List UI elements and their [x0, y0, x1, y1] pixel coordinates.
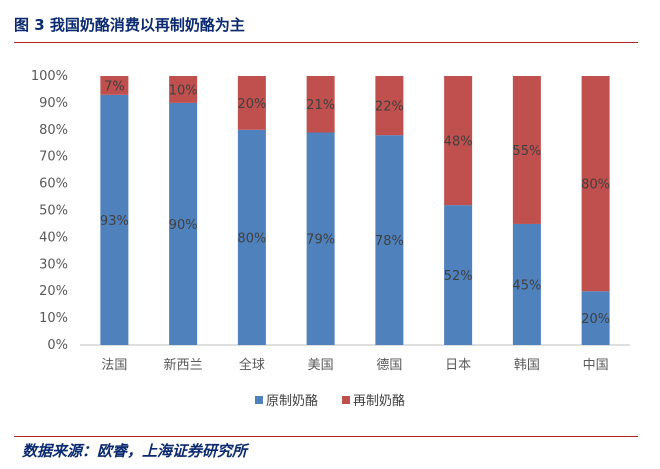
x-tick-label: 日本: [445, 358, 471, 373]
data-label-processed: 22%: [375, 100, 404, 115]
bar-original: [237, 129, 266, 345]
bar-original: [512, 223, 541, 345]
source-rule: [14, 436, 638, 437]
bar-processed: [512, 76, 541, 224]
y-tick-label: 0%: [47, 338, 68, 353]
x-tick-label: 中国: [583, 358, 609, 373]
x-tick-label: 韩国: [514, 358, 540, 373]
legend-swatch: [342, 396, 350, 404]
data-label-processed: 20%: [237, 97, 266, 112]
legend-swatch: [255, 396, 263, 404]
data-label-original: 78%: [375, 234, 404, 249]
bar-processed: [169, 76, 198, 103]
data-label-original: 20%: [581, 312, 610, 327]
y-tick-label: 100%: [31, 69, 68, 84]
figure-title: 图 3 我国奶酪消费以再制奶酪为主: [14, 16, 245, 34]
x-tick-label: 全球: [239, 357, 265, 373]
data-label-processed: 55%: [512, 144, 541, 159]
data-label-processed: 80%: [581, 178, 610, 193]
y-tick-label: 80%: [39, 123, 68, 138]
data-label-original: 90%: [169, 218, 198, 233]
bar-original: [306, 132, 335, 345]
bar-processed: [306, 76, 335, 133]
data-label-original: 79%: [306, 233, 335, 248]
y-tick-label: 10%: [39, 311, 68, 326]
bar-original: [581, 291, 610, 345]
data-label-original: 45%: [512, 278, 541, 293]
data-label-processed: 10%: [169, 83, 198, 98]
y-tick-label: 90%: [39, 96, 68, 111]
bar-original: [169, 102, 198, 346]
y-tick-label: 50%: [39, 204, 68, 219]
data-label-original: 80%: [237, 231, 266, 246]
y-tick-label: 70%: [39, 150, 68, 165]
bar-processed: [581, 76, 610, 292]
data-label-original: 93%: [100, 214, 129, 229]
bar-original: [444, 205, 473, 345]
y-tick-label: 30%: [39, 257, 68, 272]
data-label-processed: 48%: [444, 135, 473, 150]
title-rule: [14, 42, 638, 43]
source-note: 数据来源：欧睿，上海证券研究所: [22, 442, 248, 460]
data-label-processed: 21%: [306, 98, 335, 113]
bar-processed: [237, 76, 266, 130]
x-tick-label: 美国: [308, 358, 334, 373]
bar-processed: [444, 76, 473, 206]
y-tick-label: 40%: [39, 230, 68, 245]
bar-original: [100, 94, 129, 345]
x-tick-label: 新西兰: [164, 357, 203, 373]
y-tick-label: 20%: [39, 284, 68, 299]
x-tick-label: 法国: [101, 358, 127, 373]
data-label-original: 52%: [444, 269, 473, 284]
x-tick-label: 德国: [376, 358, 402, 373]
bar-processed: [100, 76, 129, 95]
bar-original: [375, 135, 404, 345]
data-label-processed: 7%: [104, 79, 125, 94]
legend-label: 原制奶酪: [266, 393, 318, 409]
y-tick-label: 60%: [39, 177, 68, 192]
legend-label: 再制奶酪: [353, 393, 405, 409]
bar-processed: [375, 76, 404, 136]
